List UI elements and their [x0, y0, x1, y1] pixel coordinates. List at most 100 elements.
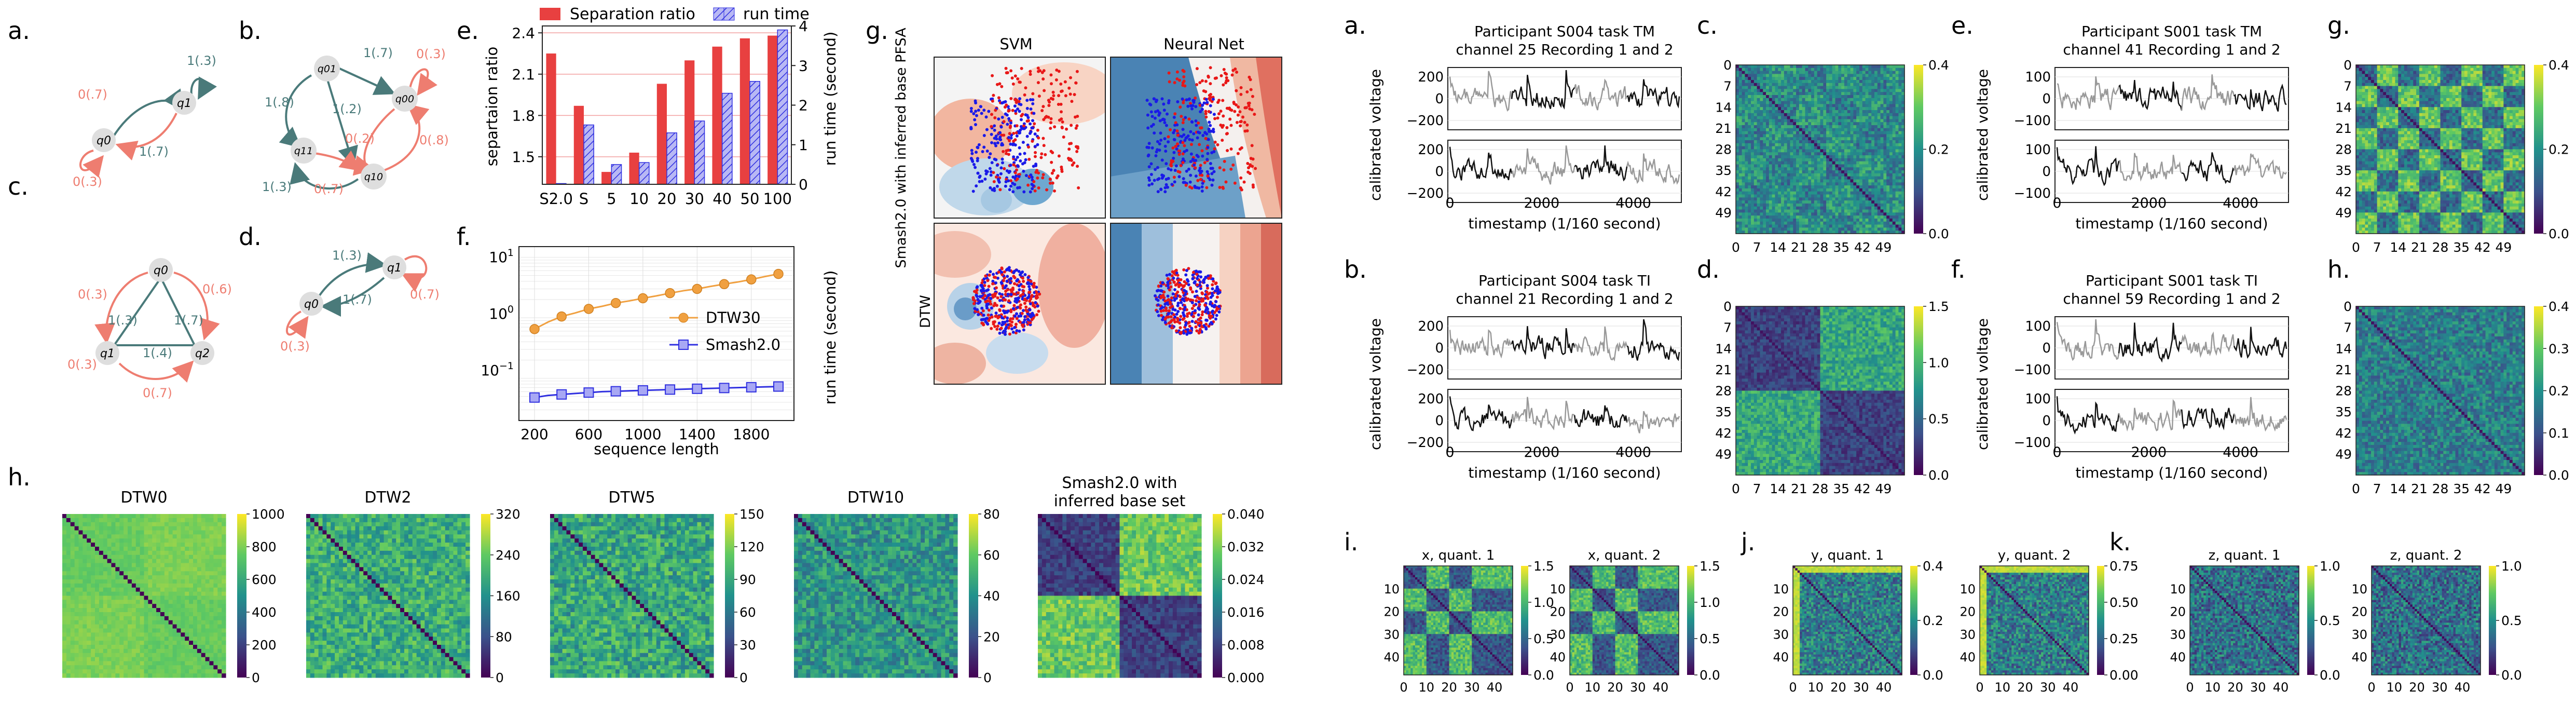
- heatmap-cell: [217, 571, 222, 575]
- scatter-point: [1172, 151, 1175, 154]
- scatter-point: [1172, 157, 1175, 160]
- scatter-point: [1176, 129, 1179, 132]
- scatter-point: [992, 94, 995, 97]
- scatter-point: [1243, 106, 1246, 110]
- scatter-point: [1240, 86, 1243, 89]
- scatter-point: [1197, 131, 1200, 134]
- heatmap-cell: [91, 555, 95, 559]
- heatmap-cell: [165, 579, 169, 584]
- heatmap-cell: [177, 608, 181, 612]
- scatter-point: [1024, 305, 1027, 308]
- heatmap-cell: [132, 543, 136, 547]
- heatmap-cell: [210, 657, 214, 661]
- heatmap-cell: [148, 579, 152, 584]
- scatter-point: [991, 100, 994, 103]
- scatter-point: [1163, 190, 1167, 193]
- heatmap-cell: [148, 665, 152, 669]
- heatmap-cell: [75, 620, 79, 625]
- scatter-point: [1009, 121, 1012, 125]
- heatmap-cell: [103, 620, 107, 625]
- heatmap-cell: [91, 657, 95, 661]
- heatmap-cell: [140, 588, 144, 592]
- heatmap-cell: [156, 637, 160, 641]
- heatmap-cell: [124, 559, 128, 563]
- heatmap-cell: [75, 538, 79, 543]
- scatter-point: [1167, 277, 1170, 280]
- scatter-point: [990, 327, 993, 330]
- heatmap-cell: [197, 600, 201, 604]
- scatter-point: [1001, 101, 1004, 104]
- scatter-point: [1184, 323, 1187, 327]
- scatter-point: [1018, 97, 1021, 100]
- heatmap-cell: [197, 559, 201, 563]
- heatmap-cell: [173, 579, 177, 584]
- heatmap-cell: [62, 629, 66, 633]
- heatmap-cell: [62, 522, 66, 526]
- scatter-point: [1180, 164, 1183, 167]
- scatter-point: [1061, 120, 1064, 124]
- heatmap-cell: [160, 547, 165, 551]
- heatmap-cell: [160, 584, 165, 588]
- heatmap-cell: [124, 584, 128, 588]
- scatter-point: [1191, 290, 1194, 293]
- heatmap-cell: [213, 653, 217, 657]
- scatter-point: [1076, 70, 1079, 73]
- heatmap-cell: [99, 625, 103, 629]
- scatter-point: [1243, 129, 1246, 132]
- heatmap-cell: [112, 632, 116, 637]
- heatmap-cell: [205, 625, 210, 629]
- heatmap-cell: [66, 543, 71, 547]
- heatmap-cell: [222, 555, 226, 559]
- heatmap-cell: [99, 669, 103, 673]
- heatmap-cell: [83, 620, 87, 625]
- heatmap-cell: [156, 518, 160, 522]
- heatmap-cell: [148, 625, 152, 629]
- scatter-point: [1157, 190, 1160, 193]
- heatmap-cell: [71, 571, 75, 575]
- bar-run-time: [584, 125, 594, 184]
- heatmap-cell: [107, 584, 112, 588]
- heatmap-cell: [213, 588, 217, 592]
- scatter-point: [1251, 108, 1254, 111]
- heatmap-cell: [189, 551, 193, 555]
- scatter-point: [1182, 312, 1185, 315]
- scatter-point: [994, 276, 997, 279]
- scatter-point: [1241, 115, 1244, 118]
- heatmap-cell: [103, 559, 107, 563]
- heatmap-cell: [193, 637, 197, 641]
- heatmap-cell: [91, 514, 95, 518]
- heatmap-cell: [136, 547, 140, 551]
- heatmap-cell: [205, 604, 210, 608]
- heatmap-cell: [62, 673, 66, 678]
- heatmap-cell: [107, 629, 112, 633]
- heatmap-cell: [201, 563, 205, 567]
- scatter-point: [1009, 277, 1012, 280]
- heatmap-cell: [201, 612, 205, 616]
- scatter-point: [1064, 80, 1067, 84]
- scatter-point: [1148, 102, 1152, 105]
- heatmap-cell: [213, 596, 217, 600]
- heatmap-cell: [112, 596, 116, 600]
- scatter-point: [1053, 189, 1056, 193]
- scatter-point: [1026, 296, 1029, 300]
- heatmap-cell: [177, 534, 181, 538]
- scatter-point: [1179, 326, 1182, 329]
- scatter-point: [1012, 275, 1015, 278]
- heatmap-cell: [75, 600, 79, 604]
- heatmap-cell: [115, 592, 119, 596]
- scatter-point: [1173, 180, 1176, 183]
- heatmap-cell: [66, 604, 71, 608]
- heatmap-cell: [112, 551, 116, 555]
- heatmap-cell: [62, 567, 66, 571]
- heatmap-cell: [213, 669, 217, 673]
- heatmap-cell: [119, 559, 124, 563]
- scatter-point: [1182, 75, 1185, 78]
- scatter-point: [1009, 317, 1012, 320]
- heatmap-cell: [160, 616, 165, 620]
- heatmap-cell: [201, 673, 205, 678]
- heatmap-cell: [160, 522, 165, 526]
- heatmap-cell: [103, 641, 107, 645]
- scatter-point: [1036, 129, 1039, 132]
- heatmap-cell: [197, 665, 201, 669]
- heatmap-cell: [71, 543, 75, 547]
